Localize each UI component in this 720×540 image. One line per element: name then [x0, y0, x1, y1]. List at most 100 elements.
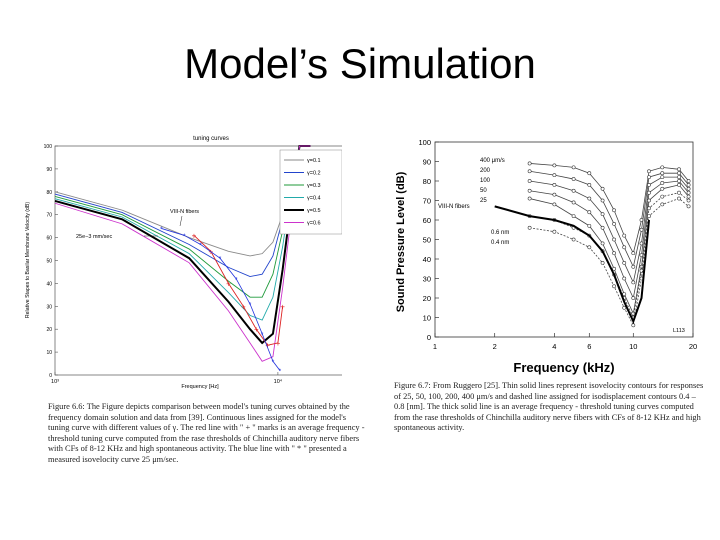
- right-series-marker: [552, 202, 557, 207]
- right-series-marker: [660, 202, 665, 207]
- right-series-marker: [631, 323, 636, 328]
- right-x-tick-label: 10: [629, 342, 637, 351]
- left-y-tick-label: 40: [46, 281, 52, 287]
- right-y-tick-label: 10: [423, 314, 431, 323]
- right-series-marker: [527, 161, 532, 166]
- left-isovelocity-marker: *: [219, 256, 222, 263]
- right-series-marker: [677, 196, 681, 201]
- right-x-tick-label: 4: [552, 342, 556, 351]
- right-series-marker: [677, 183, 681, 187]
- left-isovelocity-marker: *: [199, 242, 202, 249]
- right-series-marker: [647, 175, 651, 180]
- right-y-tick-label: 0: [427, 333, 431, 342]
- right-series-marker: [600, 225, 605, 230]
- right-series-marker: [686, 190, 691, 195]
- slide-title: Model’s Simulation: [184, 40, 536, 87]
- right-y-tick-label: 40: [423, 255, 431, 264]
- right-series-marker: [571, 237, 576, 242]
- right-series-marker: [686, 194, 691, 199]
- right-series-line-4: [529, 180, 689, 300]
- right-series-marker: [527, 188, 532, 193]
- left-legend-label: γ=0.2: [307, 171, 321, 177]
- right-legend-label: 400 μm/s: [480, 158, 505, 164]
- right-plot-area: [434, 141, 694, 338]
- left-y-tick-label: 0: [49, 373, 52, 379]
- right-series-marker: [552, 192, 557, 197]
- right-series-marker: [677, 175, 681, 180]
- left-legend-label: γ=0.1: [307, 158, 321, 164]
- right-series-line-6: [529, 192, 689, 319]
- right-series-marker: [622, 276, 627, 281]
- right-x-tick-label: 20: [689, 342, 697, 351]
- left-legend-label: γ=0.6: [307, 221, 321, 227]
- right-series-marker: [622, 233, 627, 238]
- right-series-marker: [647, 206, 651, 211]
- left-isovelocity-marker: *: [272, 359, 275, 366]
- right-x-tick-label: 1: [433, 342, 437, 351]
- left-legend-label: γ=0.5: [307, 208, 321, 214]
- left-x-tick-label: 10³: [51, 379, 59, 385]
- right-figure-caption: Figure 6.7: From Ruggero [25]. Thin soli…: [394, 381, 704, 433]
- left-x-axis-label: Frequency [Hz]: [181, 384, 219, 390]
- right-legend-label: 100: [480, 178, 491, 184]
- right-annotation-fibers: VIII-N fibers: [438, 204, 470, 210]
- right-series-marker: [647, 169, 651, 174]
- right-series-marker: [571, 188, 576, 193]
- right-series-marker: [600, 198, 605, 203]
- right-y-tick-label: 90: [423, 158, 431, 167]
- left-isovelocity-marker: *: [278, 368, 281, 375]
- left-tuning-chart: tuning curves 0 10 20 30 40 50 60 70 80 90 100 10³…: [25, 136, 342, 390]
- left-y-tick-label: 100: [44, 144, 53, 150]
- left-annotation-fibers-arrow: [179, 215, 183, 227]
- right-series-marker: [647, 190, 651, 195]
- right-series-marker: [612, 284, 616, 289]
- right-series-marker: [686, 179, 691, 183]
- right-ruggero-chart: 0 10 20 30 40 50 60 70 80 90 100 1 2 4 6 10 20 400 μm/s…: [395, 138, 697, 375]
- right-series-marker: [631, 251, 636, 256]
- right-annotation-id: L113: [673, 328, 685, 334]
- left-y-tick-label: 70: [46, 213, 52, 219]
- right-series-marker: [622, 260, 627, 265]
- right-series-marker: [600, 260, 605, 265]
- right-series-marker: [612, 237, 616, 242]
- right-series-marker: [571, 165, 576, 170]
- left-chart-title: tuning curves: [193, 136, 229, 142]
- right-series-marker: [527, 179, 532, 183]
- right-x-tick-label: 2: [493, 342, 497, 351]
- right-legend-label: 200: [480, 168, 491, 174]
- right-series-marker: [552, 229, 557, 234]
- right-series-marker: [639, 227, 644, 232]
- right-series-marker: [571, 177, 576, 181]
- right-series-marker: [622, 245, 627, 250]
- right-series-marker: [587, 210, 592, 215]
- left-x-tick-label: 10⁴: [274, 378, 283, 385]
- right-series-marker: [527, 196, 532, 201]
- right-series-marker: [600, 241, 605, 246]
- left-isovelocity-marker: *: [183, 233, 186, 240]
- left-y-axis-label: Relative Stapes to Basilar Membrane Velo…: [25, 202, 31, 318]
- left-isovelocity-marker: *: [261, 332, 264, 339]
- left-isovelocity-marker: *: [235, 277, 238, 284]
- right-y-tick-label: 100: [418, 138, 431, 147]
- left-y-tick-label: 60: [46, 236, 52, 242]
- right-series-marker: [677, 171, 681, 176]
- right-series-marker: [600, 212, 605, 217]
- right-series-marker: [686, 204, 691, 209]
- right-y-tick-label: 20: [423, 294, 431, 303]
- right-series-marker: [527, 169, 532, 174]
- right-series-marker: [660, 194, 665, 199]
- right-series-marker: [677, 190, 681, 195]
- left-annotation-isovelocity: 25e−3 mm/sec: [76, 234, 112, 240]
- left-fiber-average-marker: +: [280, 302, 285, 311]
- right-series-marker: [552, 163, 557, 168]
- right-series-marker: [686, 186, 691, 191]
- left-fiber-average-line: [193, 234, 284, 346]
- right-y-axis-label: Sound Pressure Level (dB): [395, 171, 407, 312]
- right-series-marker: [660, 165, 665, 170]
- left-legend-label: γ=0.4: [307, 196, 321, 202]
- left-fiber-average-marker: +: [276, 339, 281, 348]
- right-series-marker: [647, 198, 651, 203]
- right-series-marker: [631, 296, 636, 300]
- left-y-tick-label: 50: [46, 259, 52, 265]
- right-series-marker: [552, 173, 557, 178]
